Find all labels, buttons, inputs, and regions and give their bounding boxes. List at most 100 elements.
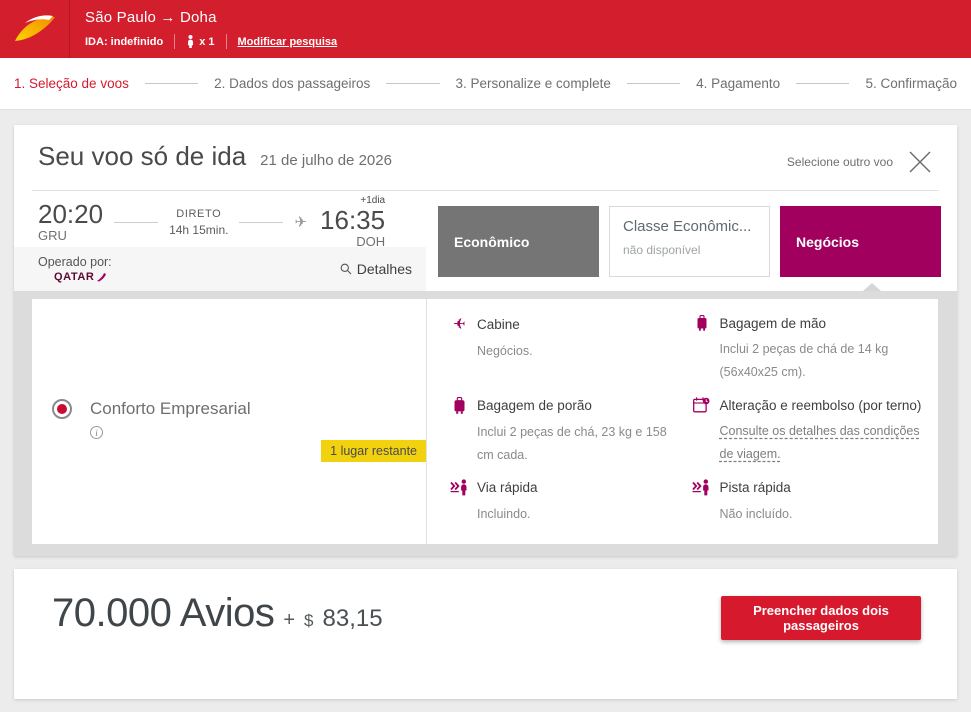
trip-type-label: IDA: indefinido [85, 35, 164, 48]
divider [225, 34, 227, 49]
seats-left-badge: 1 lugar restante [321, 440, 426, 462]
feature-desc: Incluindo. [477, 507, 531, 521]
calendar-clock-icon [692, 397, 712, 413]
route-title: São Paulo → Doha [85, 9, 217, 26]
step-payment[interactable]: 4. Pagamento [696, 76, 781, 91]
flight-summary: 20:20 GRU DIRETO 14h 15min. ✈ +1dia 16:3… [14, 191, 426, 291]
flight-date: 21 de julho de 2026 [260, 152, 392, 169]
feature-desc: Inclui 2 peças de chá de 14 kg (56x40x25… [719, 342, 889, 380]
departure-airport: GRU [38, 228, 67, 243]
arrival-block: +1dia 16:35 DOH [320, 195, 385, 249]
cabin-tab-label: Negócios [796, 233, 860, 250]
feature-fast-lane: Via rápida Incluindo. [449, 479, 688, 561]
cabin-tab-economy[interactable]: Econômico [438, 206, 599, 277]
flight-card-header: Seu voo só de ida 21 de julho de 2026 Se… [32, 125, 939, 191]
iberia-logo[interactable] [0, 0, 70, 58]
select-other-flight-label: Selecione outro voo [786, 155, 893, 169]
departure-block: 20:20 GRU [38, 201, 103, 243]
header-info: São Paulo → Doha IDA: indefinido x 1 Mod… [70, 0, 337, 58]
fare-radio[interactable] [52, 399, 72, 419]
top-header: São Paulo → Doha IDA: indefinido x 1 Mod… [0, 0, 971, 58]
day-offset-label: +1dia [360, 195, 386, 206]
cabin-tab-unavailable-label: não disponível [623, 243, 701, 257]
feature-checked-baggage: Bagagem de porão Inclui 2 peças de chá, … [449, 397, 688, 479]
oryx-icon [97, 273, 107, 282]
step-confirmation[interactable]: 5. Confirmação [865, 76, 958, 91]
feature-cabin: ✈ Cabine Negócios. [449, 315, 688, 397]
feature-title: Via rápida [477, 480, 538, 495]
plus-sign: + [283, 609, 296, 631]
feature-hand-baggage: Bagagem de mão Inclui 2 peças de chá de … [692, 315, 931, 397]
passenger-count-label: x 1 [199, 35, 215, 48]
fare-panel: Conforto Empresarial i 1 lugar restante … [32, 299, 938, 544]
cabin-tabs: Econômico Classe Econômic... não disponí… [426, 191, 957, 291]
step-connector [796, 83, 850, 84]
feature-title: Bagagem de mão [719, 315, 827, 331]
fare-name: Conforto Empresarial [90, 399, 251, 418]
iberia-swoosh-icon [14, 15, 55, 41]
cabin-tab-business[interactable]: Negócios [780, 206, 941, 277]
feature-desc: Inclui 2 peças de chá, 23 kg e 158 cm ca… [477, 425, 667, 463]
details-button[interactable]: Detalhes [340, 261, 412, 277]
qatar-airways-logo: QATAR [54, 271, 112, 283]
feature-title: Bagagem de porão [477, 398, 592, 413]
step-personalize[interactable]: 3. Personalize e complete [455, 76, 611, 91]
fast-lane-icon [449, 479, 469, 496]
step-passenger-data[interactable]: 2. Dados dos passageiros [214, 76, 371, 91]
flight-section: 20:20 GRU DIRETO 14h 15min. ✈ +1dia 16:3… [14, 191, 957, 291]
search-icon [340, 263, 352, 275]
arrival-airport: DOH [356, 234, 386, 249]
page-title: Seu voo só de ida [38, 141, 247, 171]
cabin-tab-premium-economy[interactable]: Classe Econômic... não disponível [609, 206, 770, 277]
modify-search-link[interactable]: Modificar pesquisa [237, 35, 338, 48]
divider [426, 299, 427, 544]
continue-button[interactable]: Preencher dados dois passageiros [721, 596, 921, 640]
segment-line [239, 221, 284, 223]
selected-tab-caret [863, 283, 881, 291]
operator-strip: Operado por: QATAR Detalhes [14, 247, 426, 291]
checked-baggage-icon [449, 397, 469, 414]
feature-desc: Negócios. [477, 344, 533, 358]
operated-by-label: Operado por: [38, 255, 112, 269]
conditions-link[interactable]: Consulte os detalhes das condições de vi… [719, 424, 920, 462]
cabin-tab-label: Econômico [454, 233, 530, 250]
feature-fast-track: Pista rápida Não incluído. [692, 479, 931, 561]
fare-band: Conforto Empresarial i 1 lugar restante … [14, 291, 957, 556]
close-icon[interactable] [907, 149, 933, 175]
step-connector [626, 83, 681, 84]
price-block: 70.000 Avios + $ 83,15 [52, 591, 383, 636]
details-label: Detalhes [356, 261, 412, 277]
feature-title: Cabine [477, 316, 520, 332]
step-flight-selection[interactable]: 1. Seleção de voos [14, 76, 129, 91]
fare-selector: Conforto Empresarial i 1 lugar restante [32, 299, 426, 544]
passenger-count: x 1 [186, 35, 215, 48]
plane-icon: ✈ [452, 316, 466, 333]
info-icon[interactable]: i [90, 426, 103, 439]
fare-features: ✈ Cabine Negócios. [427, 299, 938, 544]
fast-track-icon [692, 479, 712, 496]
segment-line [114, 221, 159, 223]
arrival-time: 16:35 [320, 205, 386, 235]
booking-steps-bar: 1. Seleção de voos 2. Dados dos passagei… [0, 58, 971, 110]
currency-symbol: $ [304, 611, 314, 630]
radio-dot [57, 404, 67, 414]
cabin-tab-label: Classe Econômic... [623, 218, 752, 235]
price-summary-card: 70.000 Avios + $ 83,15 Preencher dados d… [14, 569, 957, 699]
passenger-icon [188, 35, 194, 48]
stops-label: DIRETO [176, 207, 222, 220]
step-connector [386, 83, 440, 84]
cash-amount: 83,15 [322, 605, 383, 632]
feature-desc: Não incluído. [719, 507, 793, 521]
step-connector [144, 83, 199, 84]
feature-change-refund: Alteração e reembolso (por terno) Consul… [692, 397, 931, 479]
departure-time: 20:20 [38, 199, 104, 229]
divider [174, 34, 176, 49]
feature-title: Pista rápida [719, 480, 791, 495]
feature-title: Alteração e reembolso (por terno) [719, 397, 922, 413]
avios-amount: 70.000 Avios [52, 591, 275, 635]
plane-icon: ✈ [294, 214, 308, 231]
flight-duration-block: DIRETO 14h 15min. [169, 208, 228, 237]
operator-name: QATAR [54, 271, 95, 283]
flight-card: Seu voo só de ida 21 de julho de 2026 Se… [14, 125, 957, 556]
duration-label: 14h 15min. [169, 222, 229, 237]
